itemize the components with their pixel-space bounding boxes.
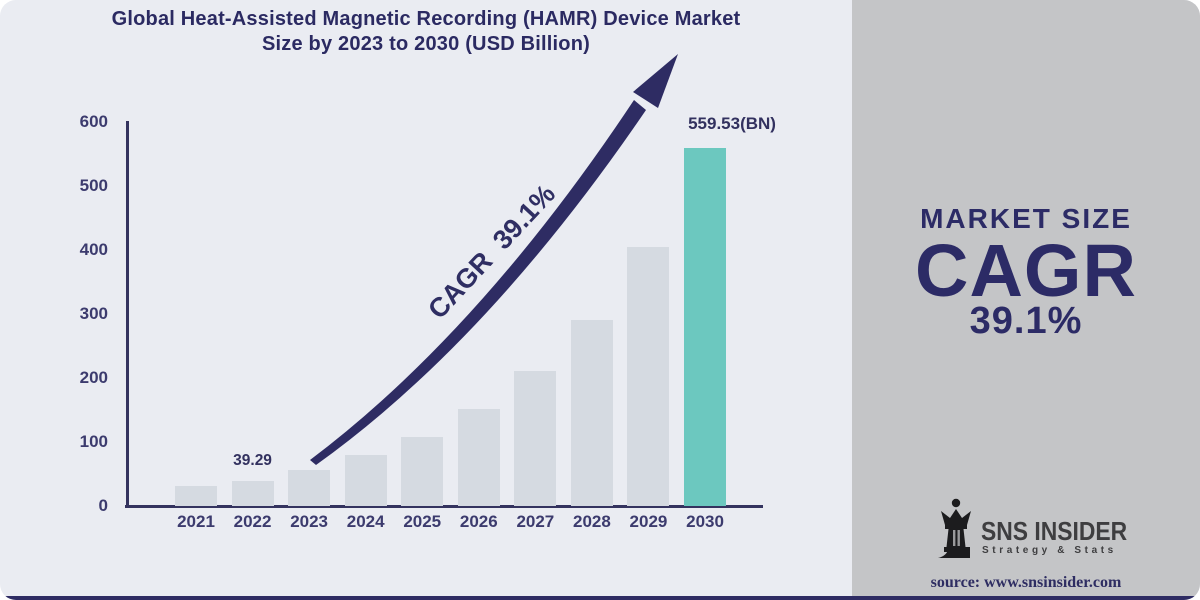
y-tick-label-300: 300 — [79, 304, 108, 323]
bar-2025 — [401, 436, 444, 506]
bar-2028 — [570, 320, 613, 506]
x-tick-label-2026: 2026 — [459, 512, 498, 531]
x-tick-label-2028: 2028 — [572, 512, 611, 531]
bar-2024 — [344, 455, 387, 506]
y-tick-label-100: 100 — [79, 432, 108, 451]
y-tick-label-200: 200 — [79, 368, 108, 387]
y-tick-label-0: 0 — [98, 496, 108, 515]
bar-2026 — [457, 409, 500, 506]
x-tick-label-2025: 2025 — [403, 512, 442, 531]
value-label-2022: 39.29 — [233, 451, 272, 469]
x-tick-label-2024: 2024 — [346, 512, 385, 531]
bar-2030 — [684, 147, 727, 506]
brand-name: SNS INSIDER — [981, 516, 1128, 546]
bar-chart: 0 100 200 300 400 500 600 2021 2022 2023 2024 2025 2… — [79, 112, 776, 531]
x-tick-label-2030: 2030 — [686, 512, 724, 531]
bar-2029 — [627, 247, 670, 506]
right-panel — [852, 0, 1200, 600]
bottom-accent-border — [0, 596, 1200, 600]
x-tick-label-2029: 2029 — [629, 512, 668, 531]
y-tick-label-400: 400 — [79, 240, 108, 259]
bar-2021 — [175, 486, 217, 506]
x-tick-label-2027: 2027 — [516, 512, 555, 531]
y-tick-label-600: 600 — [79, 112, 108, 131]
cagr-heading: CAGR — [915, 229, 1137, 312]
chess-piece-logo-icon — [938, 498, 971, 558]
source-link[interactable]: source: www.snsinsider.com — [930, 574, 1122, 591]
x-tick-label-2022: 2022 — [233, 512, 272, 531]
chart-title: Global Heat-Assisted Magnetic Recording … — [0, 7, 852, 57]
bar-2022 — [231, 480, 274, 506]
brand-tagline: Strategy & Stats — [982, 545, 1117, 556]
x-axis — [125, 505, 763, 508]
x-tick-label-2021: 2021 — [177, 512, 215, 531]
y-axis — [126, 121, 129, 508]
y-tick-label-500: 500 — [79, 176, 108, 195]
chart-title-line2: Size by 2023 to 2030 (USD Billion) — [261, 33, 590, 55]
value-label-2030: 559.53(BN) — [688, 113, 776, 133]
bar-2027 — [514, 371, 557, 506]
cagr-percentage: 39.1% — [969, 300, 1083, 342]
market-size-heading: MARKET SIZE — [920, 203, 1132, 234]
x-tick-label-2023: 2023 — [290, 512, 329, 531]
chart-title-line1: Global Heat-Assisted Magnetic Recording … — [111, 8, 741, 30]
bar-2023 — [288, 469, 331, 506]
